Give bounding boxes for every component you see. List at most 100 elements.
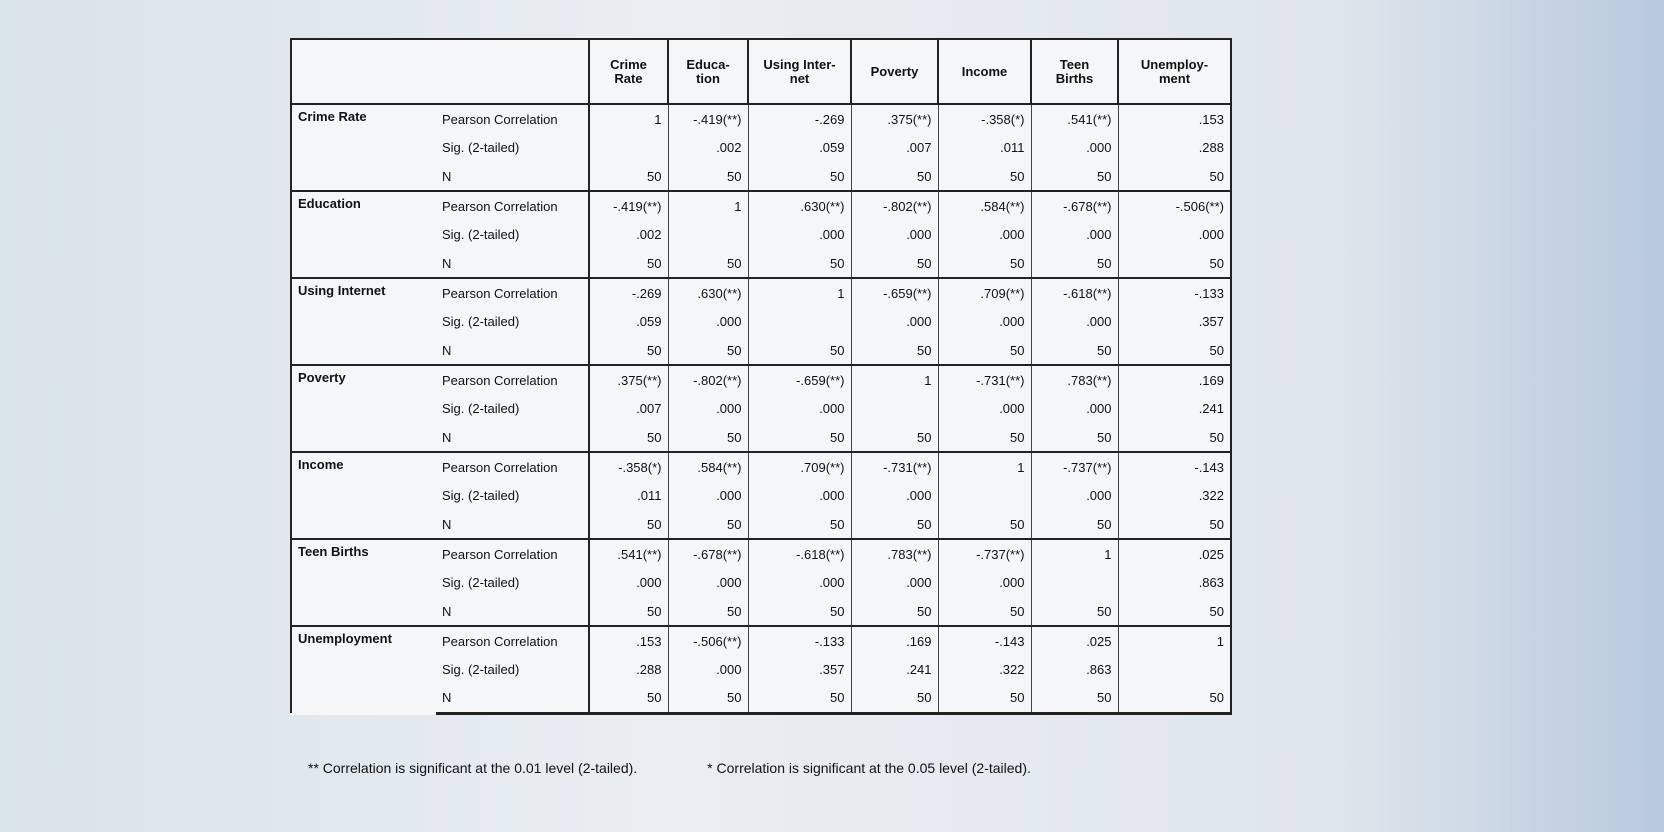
cell: 50	[747, 162, 852, 191]
stat-label: Pearson Correlation	[436, 190, 590, 220]
cell: 50	[1117, 423, 1232, 452]
cell: .025	[1117, 538, 1232, 568]
footnotes: ** Correlation is significant at the 0.0…	[308, 760, 1208, 776]
cell: .541(**)	[588, 538, 669, 568]
cell: -.133	[1117, 277, 1232, 307]
cell: .000	[1030, 133, 1119, 162]
cell: -.678(**)	[667, 538, 749, 568]
table-row: N 50 50 50 50 50 50 50	[291, 336, 1232, 365]
cell: 50	[1117, 597, 1232, 626]
cell: .863	[1117, 568, 1232, 597]
cell: -.133	[747, 625, 852, 655]
cell: 50	[747, 249, 852, 278]
variable-label: Education	[290, 190, 436, 278]
cell: -.143	[1117, 451, 1232, 481]
cell: .863	[1030, 655, 1119, 684]
cell: .288	[588, 655, 669, 684]
cell: .000	[850, 481, 939, 510]
stat-label: Sig. (2-tailed)	[436, 220, 590, 249]
cell: 50	[850, 162, 939, 191]
cell: .322	[937, 655, 1032, 684]
cell: -.618(**)	[747, 538, 852, 568]
cell: .584(**)	[937, 190, 1032, 220]
cell: 50	[588, 162, 669, 191]
cell: 50	[588, 510, 669, 539]
cell	[747, 307, 852, 336]
cell: .000	[937, 307, 1032, 336]
cell: -.731(**)	[937, 364, 1032, 394]
cell: -.419(**)	[588, 190, 669, 220]
cell: .000	[667, 394, 749, 423]
footnote: * Correlation is significant at the 0.05…	[707, 760, 1031, 776]
cell: .000	[667, 481, 749, 510]
cell: .322	[1117, 481, 1232, 510]
cell: 50	[937, 162, 1032, 191]
cell: 50	[1117, 510, 1232, 539]
cell	[937, 481, 1032, 510]
cell: 50	[937, 684, 1032, 715]
cell: .169	[850, 625, 939, 655]
cell: 50	[588, 423, 669, 452]
stat-label: Pearson Correlation	[436, 538, 590, 568]
cell: .000	[747, 481, 852, 510]
stat-label: Pearson Correlation	[436, 451, 590, 481]
cell: .783(**)	[850, 538, 939, 568]
cell: -.506(**)	[667, 625, 749, 655]
table-row: Using Internet Pearson Correlation -.269.6…	[290, 277, 1232, 365]
cell: 50	[850, 510, 939, 539]
cell: -.659(**)	[850, 277, 939, 307]
stat-label: N	[436, 684, 590, 715]
cell: .000	[588, 568, 669, 597]
stat-label: N	[436, 423, 590, 452]
cell: 50	[588, 684, 669, 715]
cell: .153	[588, 625, 669, 655]
cell: -.618(**)	[1030, 277, 1119, 307]
table-row: N 50 50 50 50 50 50 50	[291, 249, 1232, 278]
column-header: Poverty	[850, 38, 939, 105]
table-row: Teen Births Pearson Correlation .541(**) -.…	[290, 538, 1232, 626]
cell: .000	[937, 220, 1032, 249]
footnote: ** Correlation is significant at the 0.0…	[308, 760, 638, 776]
stat-label: N	[436, 510, 590, 539]
stat-label: Sig. (2-tailed)	[436, 307, 590, 336]
column-header: Using Inter- net	[747, 38, 852, 105]
cell: 1	[1117, 625, 1232, 655]
cell: .630(**)	[747, 190, 852, 220]
table-row: Poverty Pearson Correlation .375(**) -.802(…	[290, 364, 1232, 452]
cell: .000	[1030, 481, 1119, 510]
cell: 50	[1117, 249, 1232, 278]
cell: .709(**)	[937, 277, 1032, 307]
cell: 50	[1030, 684, 1119, 715]
table-row: Sig. (2-tailed) .059.000.000.000.000.357	[291, 307, 1232, 336]
cell: 50	[1030, 597, 1119, 626]
cell: 50	[850, 597, 939, 626]
cell: 50	[937, 336, 1032, 365]
cell: -.143	[937, 625, 1032, 655]
stat-label: Sig. (2-tailed)	[436, 568, 590, 597]
stat-label: Pearson Correlation	[436, 364, 590, 394]
cell: .630(**)	[667, 277, 749, 307]
cell: 50	[850, 684, 939, 715]
column-header: Income	[937, 38, 1032, 105]
cell: 50	[747, 597, 852, 626]
cell: .541(**)	[1030, 103, 1119, 133]
cell: 50	[667, 510, 749, 539]
cell	[1117, 655, 1232, 684]
cell: .375(**)	[588, 364, 669, 394]
table-row: N 50 50 50 50 50 50 50	[291, 423, 1232, 452]
stat-label: N	[436, 597, 590, 626]
cell: .000	[747, 568, 852, 597]
cell: 50	[937, 597, 1032, 626]
cell: 50	[850, 423, 939, 452]
corner-cell	[290, 38, 590, 105]
cell: -.737(**)	[937, 538, 1032, 568]
cell: .007	[850, 133, 939, 162]
cell: 50	[937, 510, 1032, 539]
cell: 50	[1117, 336, 1232, 365]
table-row: Unemployment Pearson Correlation .153 -.506…	[290, 625, 1232, 713]
table-row: Sig. (2-tailed) .288.000.357.241.322.863	[291, 655, 1232, 684]
variable-label: Unemployment	[290, 625, 436, 713]
table-row: Education Pearson Correlation -.419(**) 1.6…	[290, 190, 1232, 278]
cell: .000	[747, 220, 852, 249]
